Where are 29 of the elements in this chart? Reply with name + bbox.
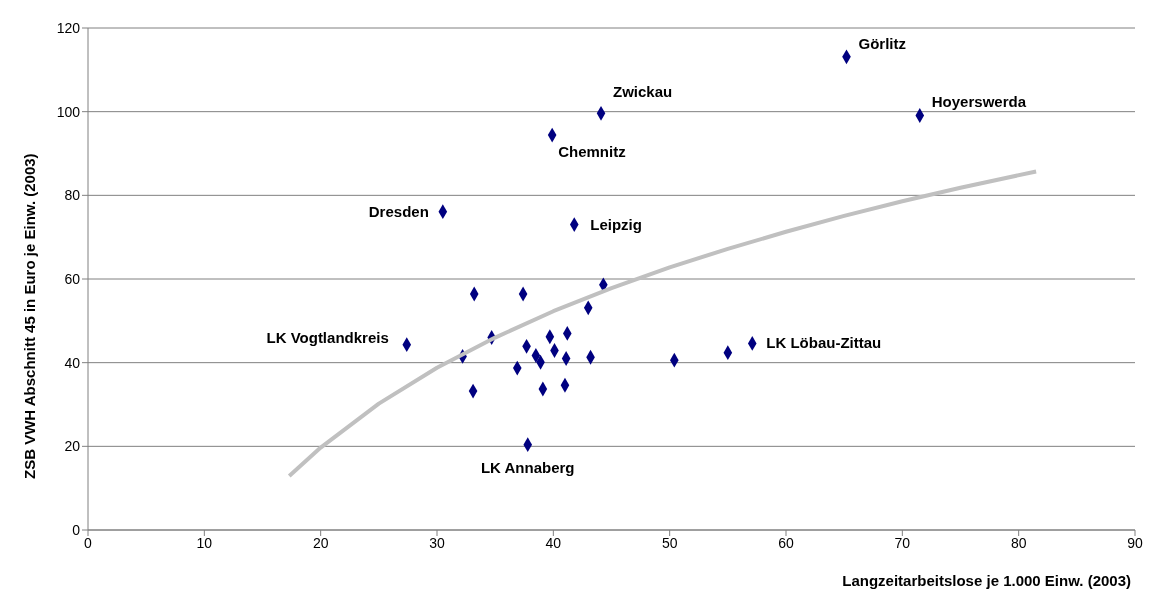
line-series <box>287 169 1039 479</box>
x-axis-title: Langzeitarbeitslose je 1.000 Einw. (2003) <box>842 572 1131 589</box>
annotation: Hoyerswerda <box>931 93 1027 111</box>
y-tick-label: 60 <box>64 270 81 287</box>
y-tick-label: 20 <box>64 438 81 455</box>
annotation: Zwickau <box>613 83 673 101</box>
y-tick-label: 100 <box>56 103 81 120</box>
x-tick-label: 20 <box>312 534 329 551</box>
x-tick-label: 50 <box>661 534 678 551</box>
y-axis-title: ZSB VWH Abschnitt 45 in Euro je Einw. (2003) <box>21 153 39 479</box>
annotation: Leipzig <box>590 215 642 233</box>
y-tick-label: 80 <box>64 187 81 204</box>
x-tick-label: 0 <box>84 534 93 551</box>
x-tick-label: 10 <box>196 534 213 551</box>
annotation: Chemnitz <box>558 143 626 161</box>
annotation: Dresden <box>368 202 429 220</box>
y-tick-label: 0 <box>72 521 81 538</box>
y-tick-label: 40 <box>64 354 81 371</box>
annotation: LK Vogtlandkreis <box>266 328 389 346</box>
x-tick-label: 80 <box>1010 534 1027 551</box>
x-tick-label: 30 <box>429 534 445 551</box>
x-tick-label: 90 <box>1127 534 1143 551</box>
annotation: Görlitz <box>858 34 906 52</box>
annotation: LK Löbau-Zittau <box>766 334 882 352</box>
x-tick-label: 70 <box>894 534 911 551</box>
annotation: LK Annaberg <box>480 458 575 476</box>
x-tick-label: 40 <box>545 534 562 551</box>
x-tick-label: 60 <box>778 534 794 551</box>
y-tick-label: 120 <box>56 19 81 36</box>
